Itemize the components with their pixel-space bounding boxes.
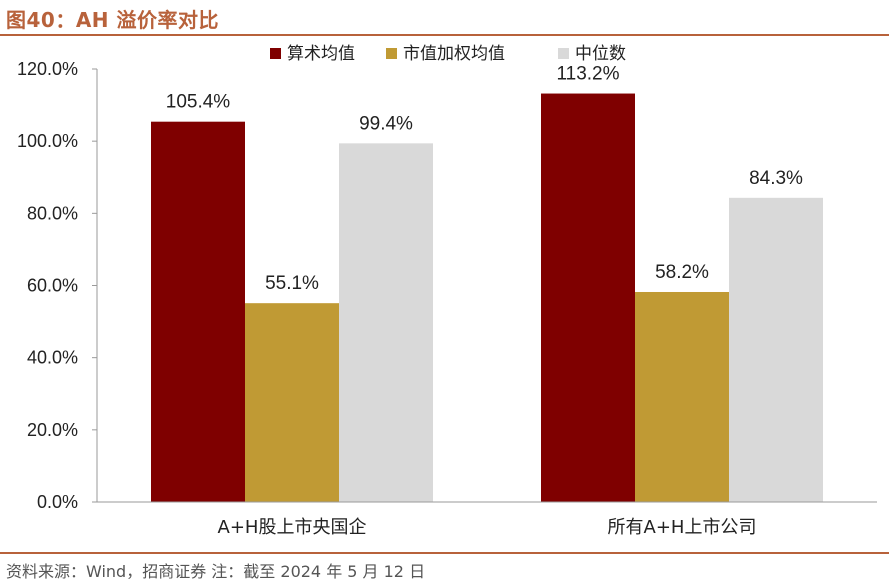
title-divider xyxy=(0,34,889,36)
footer-divider xyxy=(0,552,889,554)
data-label: 55.1% xyxy=(265,273,319,294)
y-axis: 0.0% 20.0% 40.0% 60.0% 80.0% 100.0% 120.0% xyxy=(17,59,98,512)
legend-swatch xyxy=(270,48,281,59)
bars xyxy=(151,93,823,502)
legend: 算术均值 市值加权均值 中位数 xyxy=(270,44,626,64)
data-label: 113.2% xyxy=(556,64,619,85)
bar xyxy=(635,291,729,502)
y-tick-label: 100.0% xyxy=(17,131,78,151)
x-category-label: A+H股上市央国企 xyxy=(218,517,367,538)
data-label: 105.4% xyxy=(166,92,231,113)
x-axis: A+H股上市央国企 所有A+H上市公司 xyxy=(97,501,877,538)
bar xyxy=(729,197,823,502)
bar-chart: 算术均值 市值加权均值 中位数 0.0% 20.0% 40.0% 60.0% 80.0% 10… xyxy=(17,44,877,538)
source-note: 资料来源：Wind，招商证券 注：截至 2024 年 5 月 12 日 xyxy=(6,562,426,581)
y-tick-label: 0.0% xyxy=(37,492,78,512)
chart-title: 图40：AH 溢价率对比 xyxy=(6,8,220,32)
bar xyxy=(151,121,245,502)
legend-label: 算术均值 xyxy=(287,44,355,64)
data-label: 84.3% xyxy=(749,168,803,189)
legend-label: 市值加权均值 xyxy=(403,44,505,64)
y-tick-label: 20.0% xyxy=(27,420,78,440)
x-category-label: 所有A+H上市公司 xyxy=(608,517,757,538)
legend-swatch xyxy=(386,48,397,59)
y-tick-label: 40.0% xyxy=(27,348,78,368)
bar xyxy=(245,303,339,502)
bar xyxy=(541,93,635,502)
legend-swatch xyxy=(558,48,569,59)
y-tick-label: 120.0% xyxy=(17,59,78,79)
data-label: 99.4% xyxy=(359,113,413,134)
y-tick-label: 60.0% xyxy=(27,276,78,296)
data-labels: 105.4% 55.1% 99.4% 113.2% 58.2% 84.3% xyxy=(166,64,803,295)
legend-label: 中位数 xyxy=(575,44,626,64)
y-tick-label: 80.0% xyxy=(27,203,78,223)
data-label: 58.2% xyxy=(655,262,709,283)
bar xyxy=(339,143,433,502)
